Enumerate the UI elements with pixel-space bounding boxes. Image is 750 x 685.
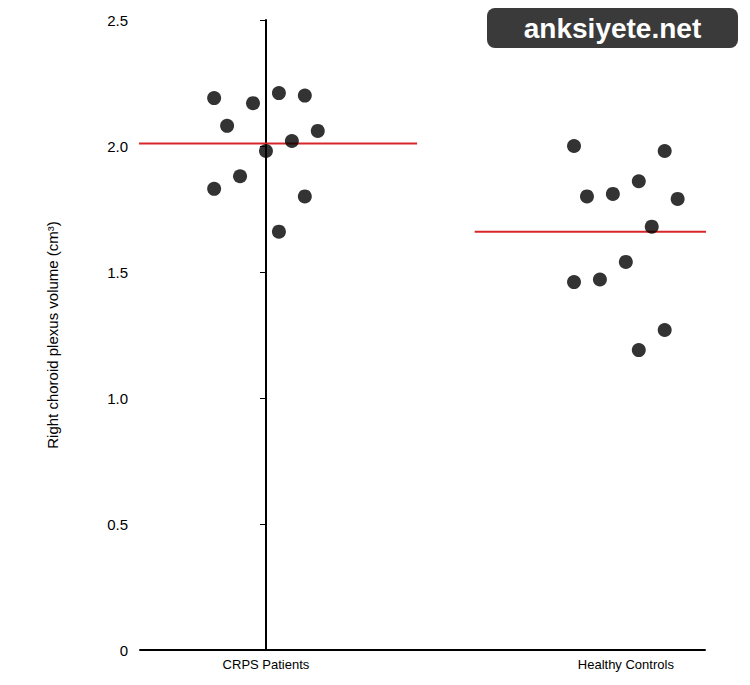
svg-text:1.5: 1.5 [107,264,128,281]
svg-text:2.0: 2.0 [107,138,128,155]
svg-text:2.5: 2.5 [107,12,128,29]
svg-text:Healthy Controls: Healthy Controls [578,657,675,672]
svg-text:0: 0 [120,642,128,659]
svg-text:CRPS Patients: CRPS Patients [223,657,310,672]
svg-text:0.5: 0.5 [107,516,128,533]
svg-text:1.0: 1.0 [107,390,128,407]
svg-text:anksiyete.net: anksiyete.net [524,13,701,44]
svg-text:Right choroid plexus volume (c: Right choroid plexus volume (cm³) [44,221,61,449]
